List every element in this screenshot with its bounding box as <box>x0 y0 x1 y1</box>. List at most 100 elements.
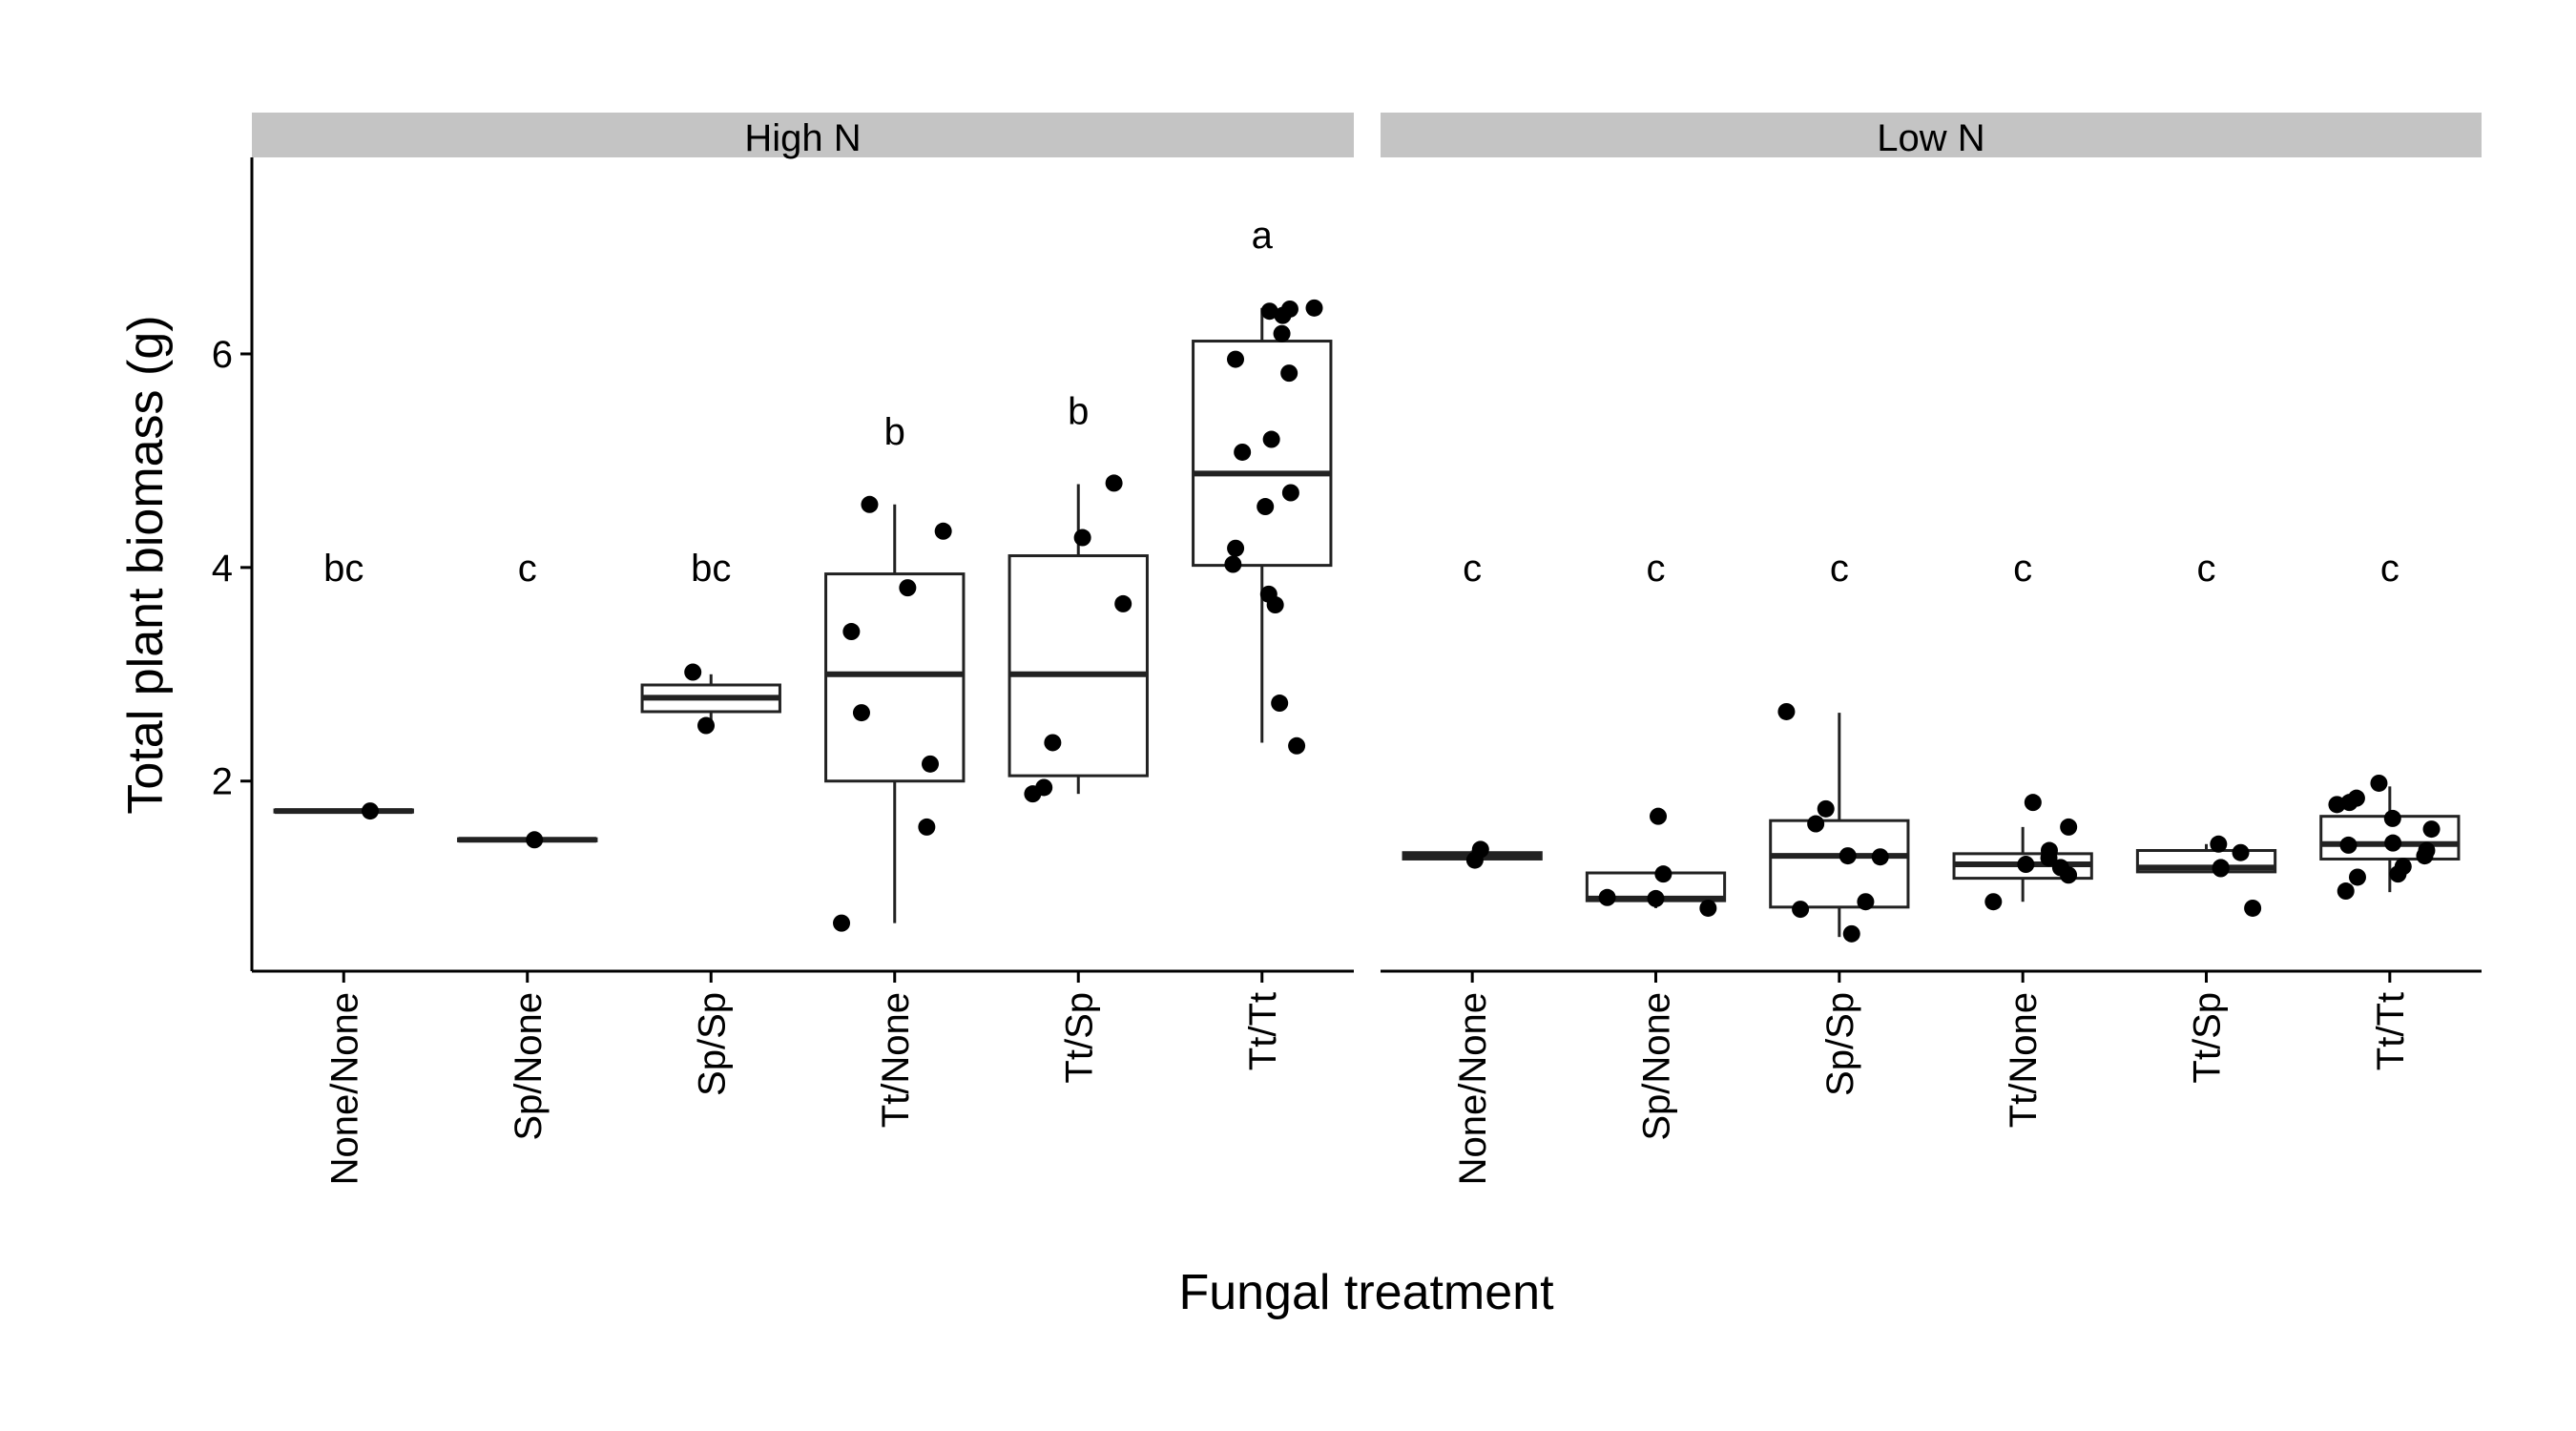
point <box>861 495 879 513</box>
x-tick-label: Tt/Sp <box>1058 992 1100 1084</box>
box <box>1192 340 1333 568</box>
point <box>852 704 870 722</box>
point <box>2024 794 2042 812</box>
point <box>2339 836 2358 854</box>
point <box>2337 882 2355 901</box>
point <box>1073 529 1091 547</box>
point <box>1288 736 1306 755</box>
point <box>1273 324 1291 342</box>
point <box>2383 809 2401 827</box>
point <box>1260 302 1278 321</box>
point <box>2017 856 2035 874</box>
x-tick-label: Sp/Sp <box>691 992 733 1096</box>
x-tick-label: Tt/Tt <box>1242 992 1284 1070</box>
point <box>1044 734 1062 752</box>
point <box>2060 866 2078 884</box>
point <box>1984 893 2003 911</box>
significance-letter: c <box>518 548 537 590</box>
y-tick-label: 2 <box>212 761 233 803</box>
box <box>1008 554 1149 778</box>
y-axis-label: Total plant biomass (g) <box>118 315 174 814</box>
significance-letter: a <box>1252 215 1274 257</box>
panel-title: Low N <box>1877 117 1984 159</box>
point <box>1234 443 1252 461</box>
strip <box>1381 113 2482 157</box>
x-tick-label: Sp/None <box>1636 992 1678 1141</box>
point <box>1842 924 1860 943</box>
point <box>1281 484 1299 502</box>
point <box>1647 889 1665 907</box>
point <box>1807 815 1825 833</box>
point <box>2040 849 2058 867</box>
point <box>526 831 544 849</box>
box <box>1769 819 1910 909</box>
point <box>2384 834 2402 852</box>
point <box>1271 695 1289 713</box>
x-tick-label: Sp/None <box>508 992 550 1141</box>
point <box>1105 474 1123 492</box>
x-tick-label: None/None <box>323 992 365 1185</box>
box <box>824 572 966 783</box>
y-tick-label: 4 <box>212 548 233 590</box>
x-tick-label: Tt/None <box>875 992 917 1128</box>
point <box>1817 799 1835 818</box>
point <box>1257 498 1275 516</box>
x-tick-label: Sp/Sp <box>1819 992 1861 1096</box>
y-tick-label: 6 <box>212 334 233 376</box>
point <box>1305 299 1323 317</box>
significance-letter: c <box>1463 548 1482 590</box>
point <box>1262 430 1280 448</box>
point <box>1471 840 1489 859</box>
x-axis-label: Fungal treatment <box>1178 1265 1554 1320</box>
point <box>1114 594 1132 612</box>
point <box>842 623 861 641</box>
point <box>922 755 940 773</box>
point <box>899 579 917 597</box>
point <box>1857 893 1875 911</box>
significance-letter: c <box>2197 548 2216 590</box>
point <box>833 914 851 932</box>
point <box>1598 888 1616 906</box>
point <box>684 663 702 681</box>
point <box>1266 596 1284 614</box>
point <box>1777 702 1796 720</box>
point <box>1699 899 1717 917</box>
strip <box>252 113 1354 157</box>
point <box>1650 807 1668 825</box>
point <box>1224 555 1242 573</box>
x-tick-label: Tt/None <box>2003 992 2045 1128</box>
point <box>1227 539 1245 557</box>
point <box>1274 306 1292 324</box>
point <box>2348 868 2366 886</box>
point <box>1654 865 1672 883</box>
point <box>2244 899 2262 917</box>
point <box>2060 818 2078 836</box>
point <box>1839 847 1857 865</box>
x-tick-label: Tt/Tt <box>2370 992 2412 1070</box>
significance-letter: c <box>2380 548 2399 590</box>
point <box>2370 774 2388 792</box>
point <box>1792 901 1810 919</box>
point <box>1871 848 1889 866</box>
point <box>1280 364 1298 383</box>
point <box>2422 820 2441 839</box>
x-tick-label: None/None <box>1452 992 1494 1185</box>
point <box>2328 796 2346 814</box>
point <box>2416 847 2434 865</box>
significance-letter: c <box>2013 548 2032 590</box>
significance-letter: bc <box>323 548 364 590</box>
point <box>2212 860 2230 878</box>
significance-letter: c <box>1830 548 1849 590</box>
point <box>697 716 716 735</box>
point <box>2210 835 2228 853</box>
point <box>1227 350 1245 368</box>
point <box>2232 843 2250 861</box>
point <box>2389 865 2407 883</box>
point <box>1024 785 1042 803</box>
panel-title: High N <box>744 117 861 159</box>
point <box>918 818 936 836</box>
significance-letter: c <box>1647 548 1666 590</box>
point <box>361 802 379 820</box>
